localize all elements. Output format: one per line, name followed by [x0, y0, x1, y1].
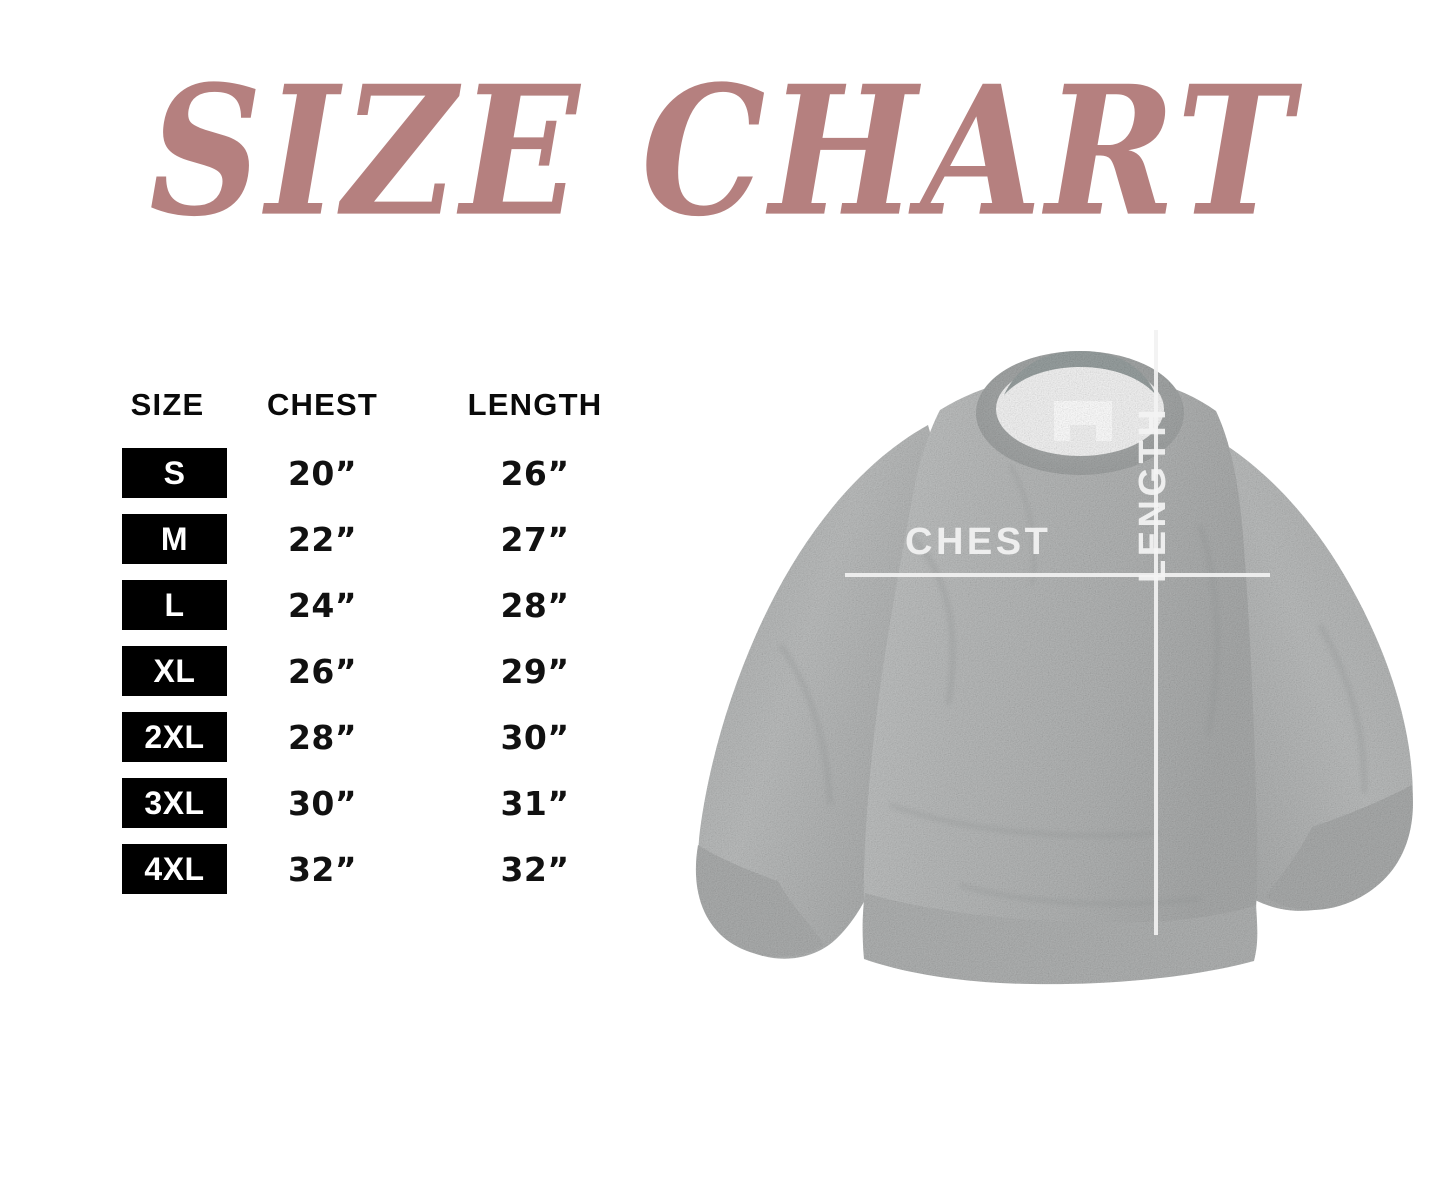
- page-title-wrapper: SIZE CHART: [0, 62, 1445, 240]
- chest-value: 20”: [287, 453, 358, 493]
- length-cell: 26”: [420, 453, 650, 493]
- fabric-folds: [777, 464, 1368, 907]
- size-badge: 3XL: [122, 778, 227, 828]
- table-row: S 20” 26”: [110, 448, 710, 498]
- chest-cell: 20”: [225, 453, 420, 493]
- length-cell: 27”: [420, 519, 650, 559]
- length-value: 29”: [500, 651, 570, 691]
- collar-inner-shadow: [1004, 351, 1156, 395]
- left-cuff: [695, 845, 825, 957]
- chest-value: 24”: [287, 585, 358, 625]
- size-badge: L: [122, 580, 227, 630]
- size-badge: 4XL: [122, 844, 227, 894]
- chest-measure-label: CHEST: [905, 521, 1052, 563]
- page-title: SIZE CHART: [148, 46, 1297, 256]
- bottom-hem: [862, 893, 1258, 985]
- column-header-chest: CHEST: [266, 387, 379, 422]
- chest-value: 28”: [287, 717, 358, 757]
- chest-cell: 32”: [225, 849, 420, 889]
- length-cell: 31”: [420, 783, 650, 823]
- length-measure-label: LENGTH: [1132, 405, 1174, 583]
- sweatshirt-illustration: [695, 351, 1413, 985]
- table-row: 2XL 28” 30”: [110, 712, 710, 762]
- size-cell: XL: [110, 646, 227, 696]
- neck-tag: [1054, 401, 1112, 441]
- chest-cell: 24”: [225, 585, 420, 625]
- size-cell: L: [110, 580, 227, 630]
- table-body: S 20” 26” M 22” 27” L 24” 28” XL 26” 29” 2XL 28” 30” 3X…: [110, 448, 710, 894]
- chest-cell: 28”: [225, 717, 420, 757]
- chest-cell: 22”: [225, 519, 420, 559]
- size-cell: 2XL: [110, 712, 227, 762]
- column-header-size-cell: SIZE: [110, 389, 225, 420]
- right-cuff: [1265, 785, 1413, 911]
- column-header-length: LENGTH: [467, 387, 603, 422]
- sweatshirt-body: [863, 373, 1258, 958]
- length-value: 28”: [500, 585, 570, 625]
- table-row: 4XL 32” 32”: [110, 844, 710, 894]
- sweatshirt-product-photo: CHEST LENGTH: [660, 285, 1445, 985]
- length-value: 26”: [500, 453, 570, 493]
- length-value: 32”: [500, 849, 570, 889]
- column-header-size: SIZE: [130, 387, 205, 422]
- chest-value: 22”: [287, 519, 358, 559]
- size-badge: 2XL: [122, 712, 227, 762]
- length-cell: 32”: [420, 849, 650, 889]
- length-value: 31”: [500, 783, 570, 823]
- chest-cell: 26”: [225, 651, 420, 691]
- chest-measure-line: [845, 573, 1270, 577]
- table-row: M 22” 27”: [110, 514, 710, 564]
- table-row: L 24” 28”: [110, 580, 710, 630]
- size-badge: XL: [122, 646, 227, 696]
- column-header-length-cell: LENGTH: [420, 389, 650, 420]
- length-cell: 30”: [420, 717, 650, 757]
- chest-cell: 30”: [225, 783, 420, 823]
- size-cell: 4XL: [110, 844, 227, 894]
- size-cell: S: [110, 448, 227, 498]
- chest-value: 32”: [287, 849, 358, 889]
- table-row: XL 26” 29”: [110, 646, 710, 696]
- length-value: 30”: [500, 717, 570, 757]
- chest-value: 26”: [287, 651, 358, 691]
- length-cell: 29”: [420, 651, 650, 691]
- chest-value: 30”: [287, 783, 358, 823]
- length-value: 27”: [500, 519, 570, 559]
- table-header-row: SIZE CHEST LENGTH: [110, 378, 710, 420]
- column-header-chest-cell: CHEST: [225, 389, 420, 420]
- size-badge: S: [122, 448, 227, 498]
- size-chart-table: SIZE CHEST LENGTH S 20” 26” M 22” 27” L 24” 28” X…: [110, 378, 710, 894]
- table-row: 3XL 30” 31”: [110, 778, 710, 828]
- size-cell: 3XL: [110, 778, 227, 828]
- size-cell: M: [110, 514, 227, 564]
- size-badge: M: [122, 514, 227, 564]
- length-cell: 28”: [420, 585, 650, 625]
- length-measure-line: [1154, 330, 1158, 935]
